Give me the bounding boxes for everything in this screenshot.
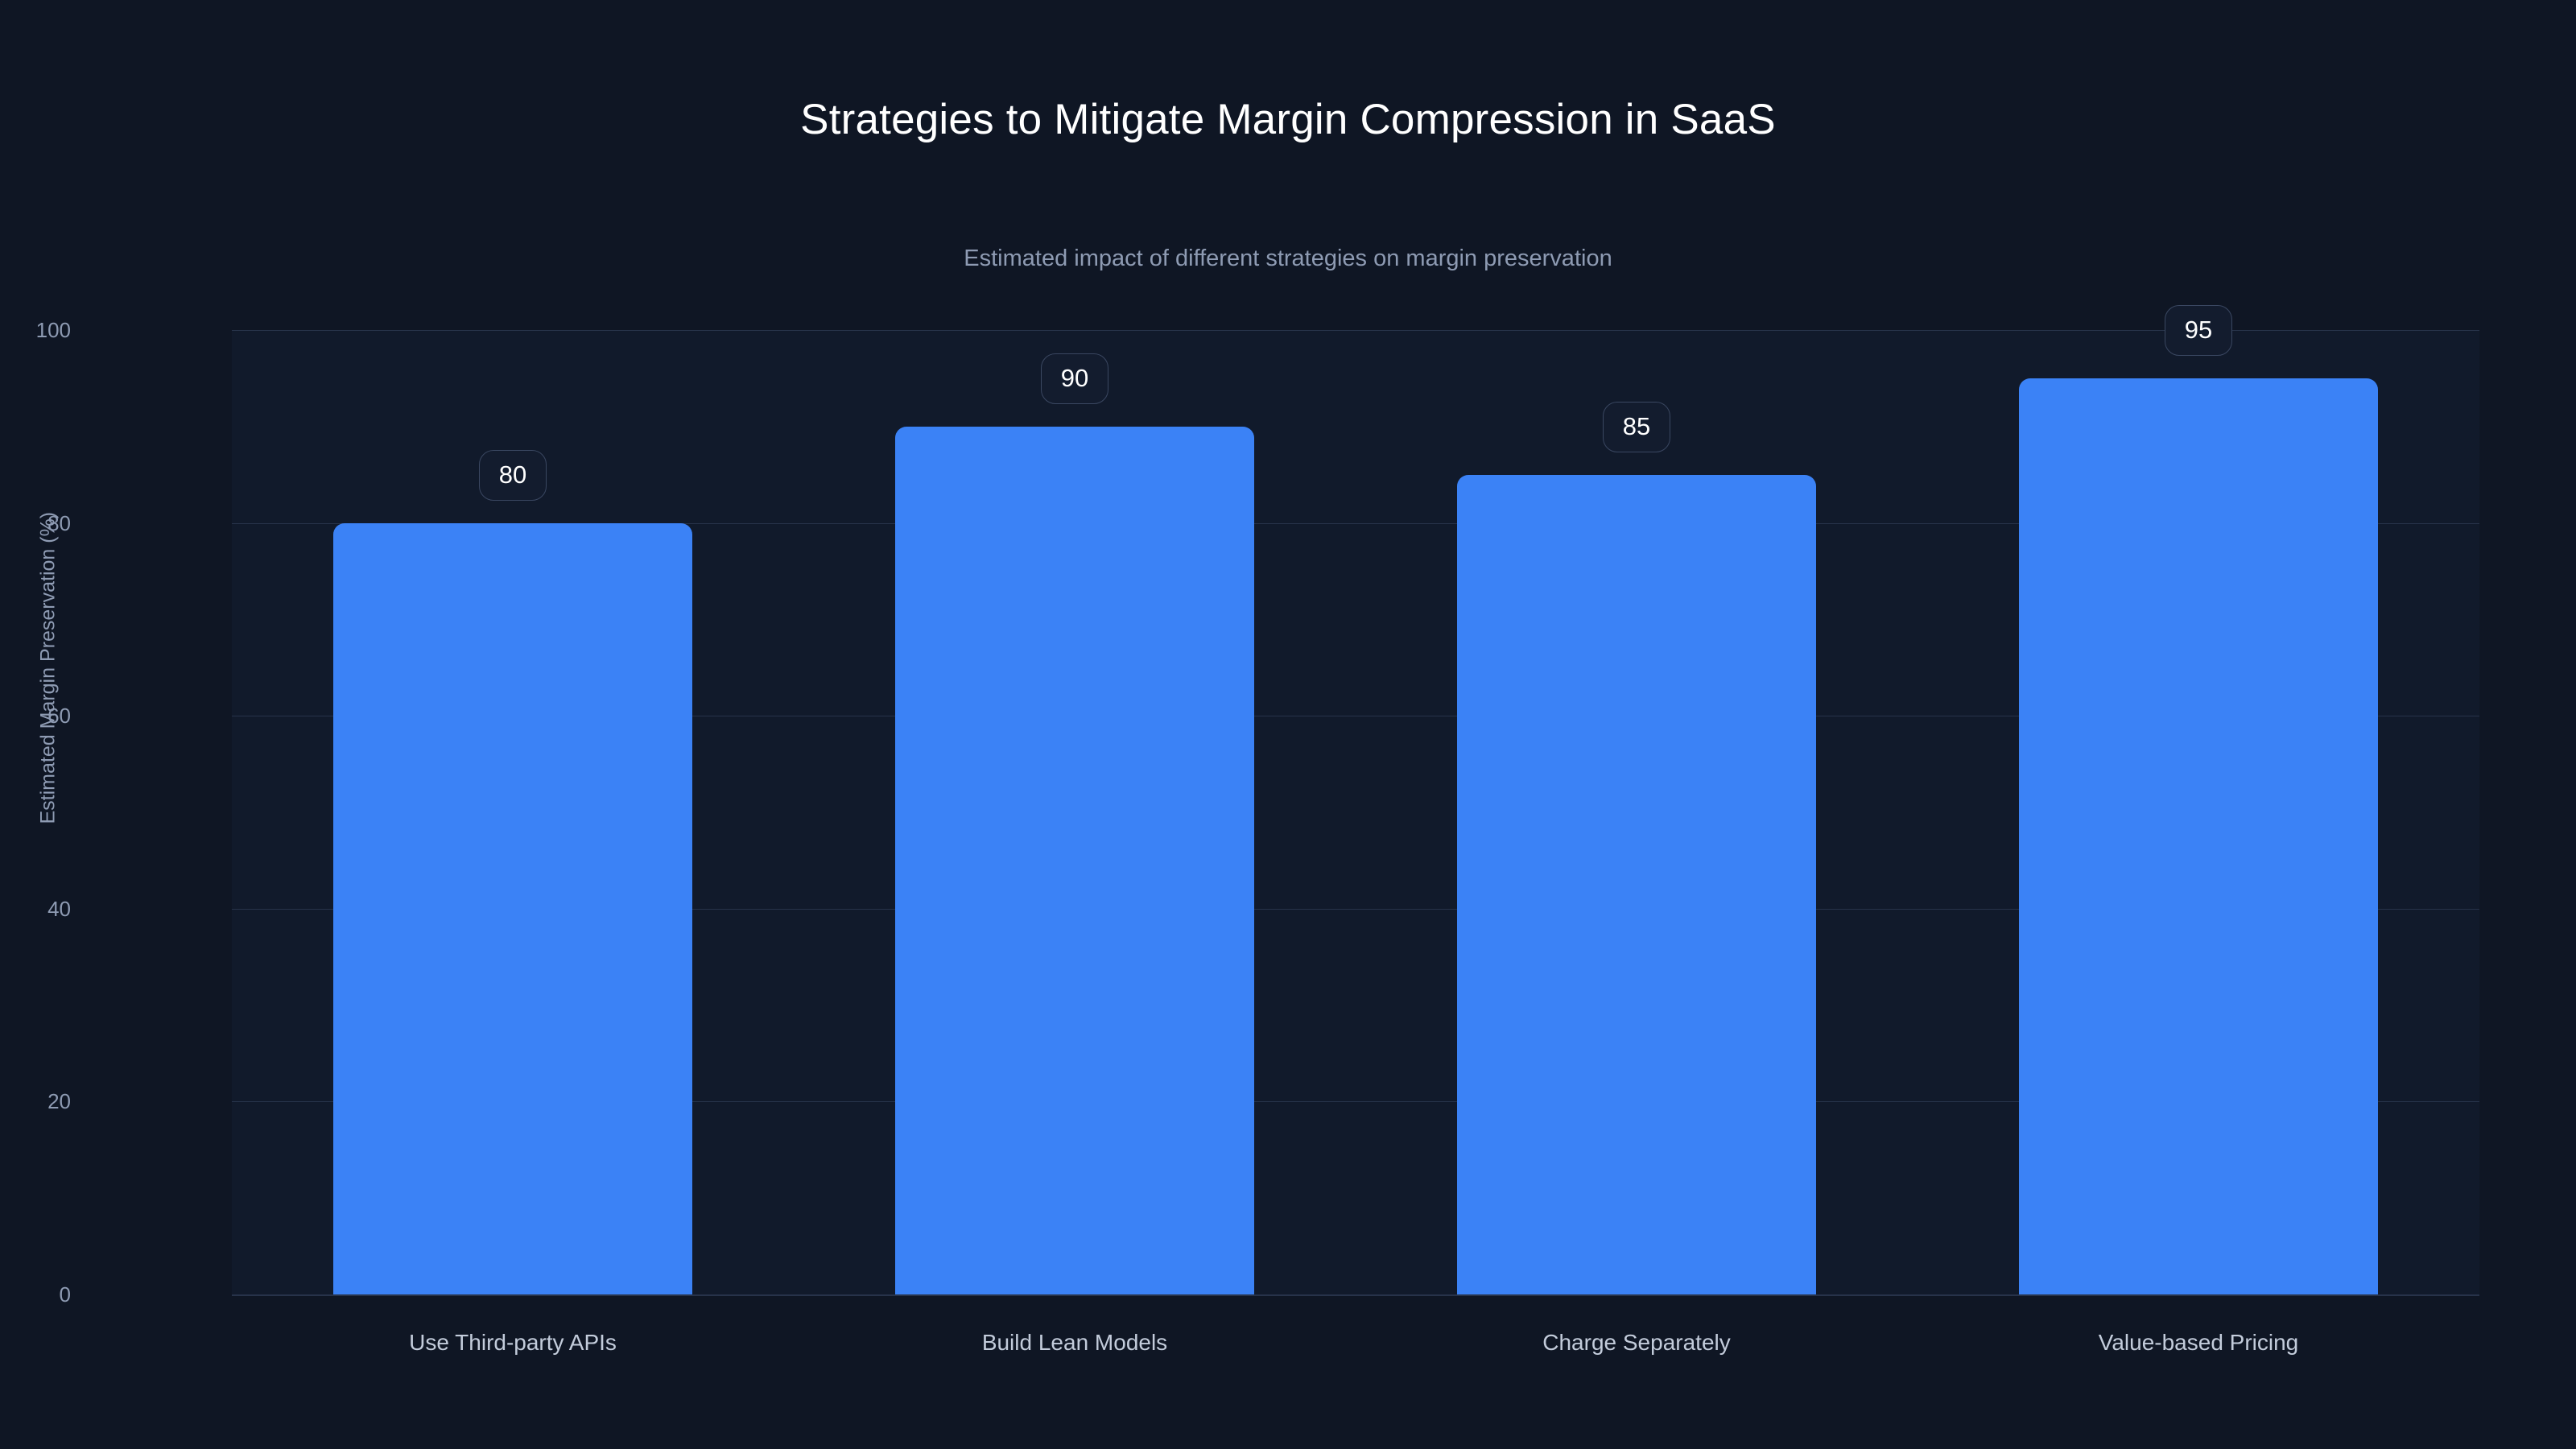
gridline (232, 330, 2479, 331)
y-axis-title: Estimated Margin Preservation (%) (36, 511, 60, 824)
chart-title: Strategies to Mitigate Margin Compressio… (800, 96, 1776, 143)
chart-subtitle: Estimated impact of different strategies… (964, 246, 1612, 271)
gridline (232, 908, 2479, 910)
y-axis-tick-label: 60 (47, 704, 71, 729)
y-axis-tick-label: 40 (47, 896, 71, 921)
bar[interactable] (332, 522, 693, 1294)
x-axis-tick-label: Value-based Pricing (2098, 1330, 2299, 1355)
x-axis-tick-label: Charge Separately (1542, 1330, 1731, 1355)
bar[interactable] (2018, 378, 2379, 1294)
x-axis-tick-label: Use Third-party APIs (409, 1330, 617, 1355)
plot-area (232, 330, 2479, 1294)
gridline (232, 522, 2479, 524)
bar[interactable] (1456, 474, 1817, 1294)
bar[interactable] (894, 426, 1255, 1294)
y-axis-tick-label: 0 (59, 1282, 71, 1307)
x-axis-tick-label: Build Lean Models (981, 1330, 1168, 1355)
bar-value-badge: 90 (1041, 353, 1108, 404)
bar-value-badge: 95 (2165, 304, 2232, 356)
y-axis-tick-label: 100 (35, 318, 71, 342)
x-axis-line (232, 1294, 2479, 1296)
bar-value-badge: 80 (479, 449, 547, 501)
y-axis-tick-label: 20 (47, 1089, 71, 1114)
y-axis-tick-label: 80 (47, 510, 71, 535)
bar-value-badge: 85 (1603, 401, 1670, 452)
gridline (232, 1101, 2479, 1103)
